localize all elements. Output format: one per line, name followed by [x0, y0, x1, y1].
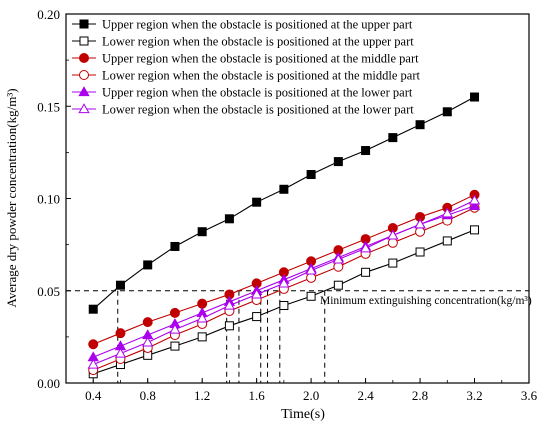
data-point — [333, 157, 343, 167]
x-tick-label: 1.2 — [194, 388, 210, 403]
legend-marker — [79, 70, 89, 80]
data-point — [306, 272, 317, 283]
data-point — [468, 200, 481, 210]
legend-label: Lower region when the obstacle is positi… — [102, 103, 414, 117]
data-point — [470, 225, 480, 235]
series-3 — [88, 189, 480, 350]
data-point — [170, 241, 180, 251]
data-point — [143, 260, 153, 270]
data-point — [252, 197, 262, 207]
data-point — [442, 236, 452, 246]
x-tick-label: 2.0 — [303, 388, 319, 403]
data-point — [169, 323, 181, 334]
data-point — [196, 312, 208, 323]
data-point — [442, 107, 452, 117]
x-tick-label: 2.8 — [412, 388, 428, 403]
series-6 — [87, 194, 481, 369]
data-point — [333, 280, 343, 290]
series-1 — [88, 92, 480, 314]
data-point — [333, 261, 344, 272]
data-point — [114, 347, 127, 358]
data-point — [361, 146, 371, 156]
legend-item: Upper region when the obstacle is positi… — [72, 86, 413, 100]
legend-marker — [79, 53, 89, 63]
x-tick-label: 0.8 — [140, 388, 156, 403]
data-point — [306, 291, 316, 301]
data-point — [250, 288, 263, 299]
legend-label: Lower region when the obstacle is positi… — [102, 35, 414, 49]
y-tick-label: 0.05 — [37, 284, 60, 299]
data-point — [87, 358, 99, 369]
data-point — [169, 307, 180, 318]
data-point — [415, 226, 426, 237]
data-point — [306, 170, 316, 180]
x-tick-label: 3.2 — [466, 388, 482, 403]
threshold-label: Minimum extinguishing concentration(kg/m… — [320, 295, 532, 307]
data-point — [142, 336, 154, 347]
data-point — [115, 280, 125, 290]
legend-marker — [79, 19, 89, 29]
data-point — [115, 328, 126, 339]
legend: Upper region when the obstacle is positi… — [72, 18, 420, 117]
data-point — [441, 207, 453, 218]
y-tick-label: 0.10 — [37, 192, 60, 207]
data-point — [332, 253, 345, 264]
data-point — [387, 237, 398, 248]
data-point — [88, 304, 98, 314]
x-tick-label: 0.4 — [85, 388, 102, 403]
data-point — [223, 299, 236, 310]
legend-label: Upper region when the obstacle is positi… — [102, 18, 413, 32]
x-tick-label: 1.6 — [249, 388, 266, 403]
legend-item: Lower region when the obstacle is positi… — [72, 103, 414, 117]
legend-item: Upper region when the obstacle is positi… — [72, 52, 419, 66]
y-tick-label: 0.15 — [37, 99, 60, 114]
y-axis-label: Average dry powder concentration(kg/m³) — [4, 88, 19, 307]
data-point — [388, 133, 398, 143]
data-point — [359, 242, 372, 253]
x-tick-label: 3.6 — [521, 388, 538, 403]
data-point — [387, 229, 399, 240]
legend-marker — [78, 86, 90, 97]
data-point — [415, 120, 425, 130]
legend-label: Upper region when the obstacle is positi… — [102, 86, 413, 100]
data-point — [252, 312, 262, 322]
data-point — [197, 298, 208, 309]
data-point — [278, 277, 290, 288]
data-point — [224, 321, 234, 331]
data-point — [170, 341, 180, 351]
x-tick-label: 2.4 — [357, 388, 374, 403]
legend-label: Lower region when the obstacle is positi… — [102, 69, 420, 83]
y-tick-label: 0.00 — [37, 376, 60, 391]
x-axis-label: Time(s) — [281, 407, 325, 422]
series-4 — [88, 202, 480, 376]
data-point — [361, 267, 371, 277]
data-point — [388, 258, 398, 268]
legend-item: Lower region when the obstacle is positi… — [72, 69, 420, 83]
data-point — [197, 227, 207, 237]
legend-marker — [79, 36, 89, 46]
series-layer — [87, 92, 481, 379]
data-point — [279, 301, 289, 311]
data-point — [224, 214, 234, 224]
data-point — [88, 339, 99, 350]
data-point — [142, 317, 153, 328]
legend-marker — [78, 103, 90, 114]
data-point — [197, 332, 207, 342]
y-tick-label: 0.20 — [37, 7, 60, 22]
data-point — [279, 184, 289, 194]
series-2 — [88, 225, 480, 379]
legend-label: Upper region when the obstacle is positi… — [102, 52, 419, 66]
axes-layer: 0.4 0.8 1.2 1.6 2.0 2.4 2.8 3.2 3.6 0.00 0.05 0.10 0… — [37, 7, 537, 403]
legend-item: Lower region when the obstacle is positi… — [72, 35, 414, 49]
data-point — [414, 218, 426, 229]
legend-item: Upper region when the obstacle is positi… — [72, 18, 413, 32]
data-point — [305, 264, 317, 275]
data-point — [415, 247, 425, 257]
data-point — [468, 194, 481, 205]
data-point — [470, 92, 480, 102]
